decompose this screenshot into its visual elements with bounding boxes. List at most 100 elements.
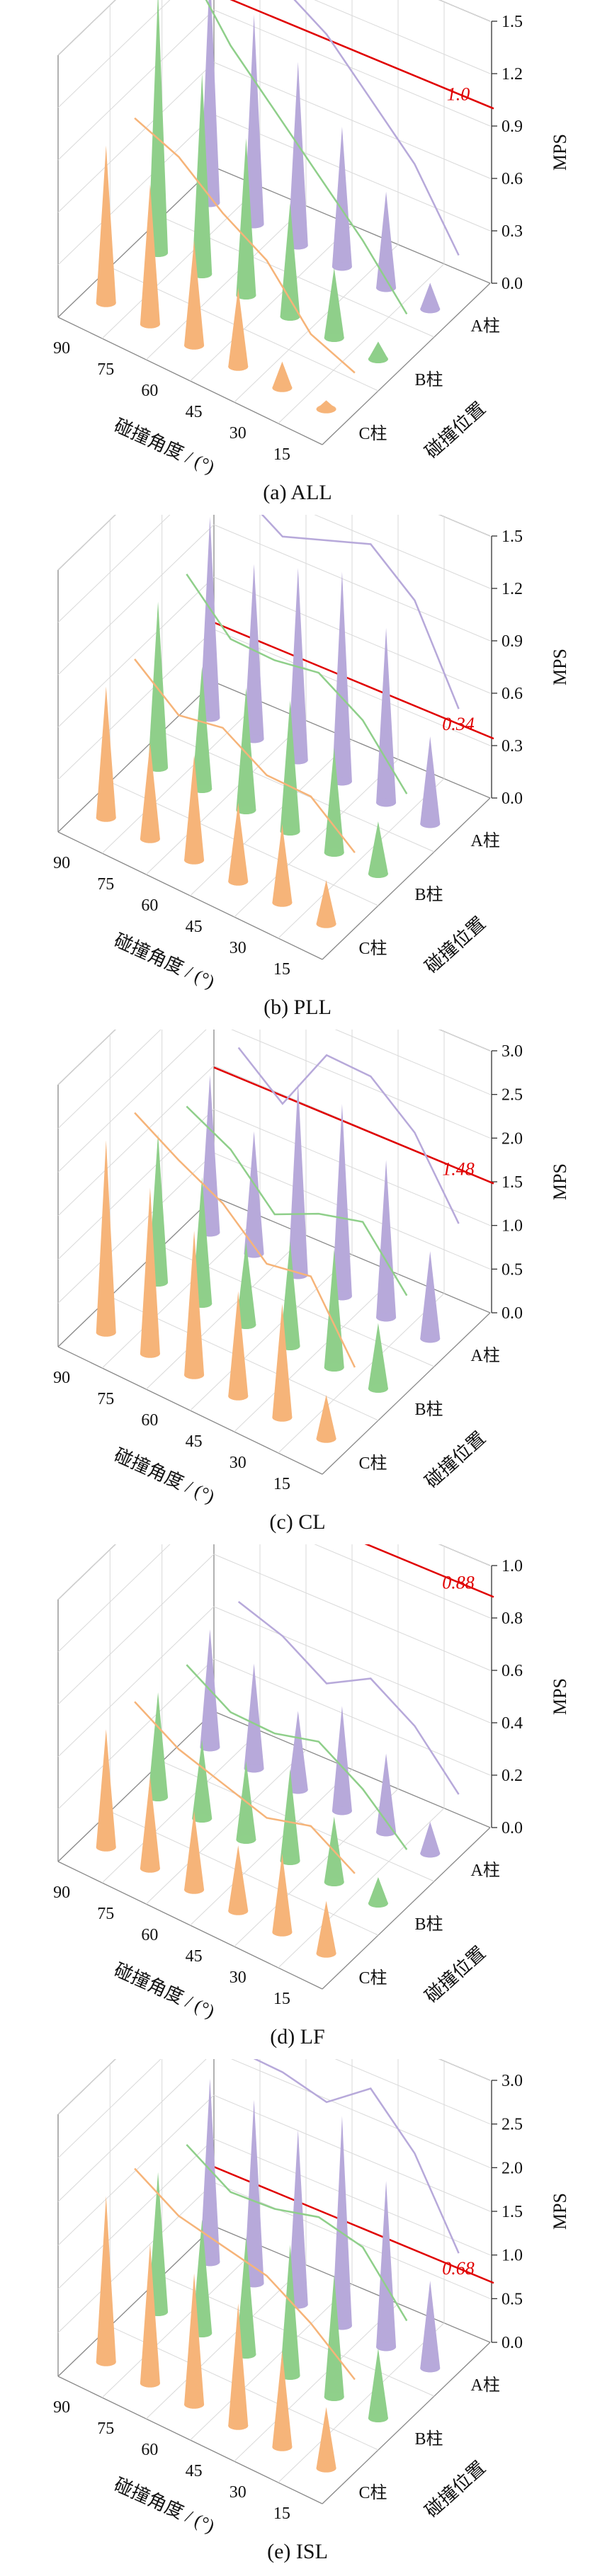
panel-caption: (d) LF xyxy=(270,2025,325,2048)
z-axis-label: MPS xyxy=(550,649,570,685)
cone-mark xyxy=(316,1395,336,1443)
cone-mark xyxy=(244,14,264,229)
cone-base xyxy=(368,355,388,363)
z-tick-label: 0.9 xyxy=(502,118,523,136)
cone-mark xyxy=(324,748,344,857)
x-tick-label: 90 xyxy=(53,854,70,872)
cone-base xyxy=(184,855,205,865)
panel-caption: (b) PLL xyxy=(264,996,332,1019)
floor-gridline xyxy=(278,1808,445,1968)
z-tick-label: 2.5 xyxy=(502,1086,523,1105)
cone-base xyxy=(420,1334,441,1343)
series-line-B xyxy=(186,574,408,794)
series-polyline xyxy=(237,1601,460,1795)
cone-mark xyxy=(184,240,205,350)
cone-base xyxy=(280,2371,300,2380)
cone-mark xyxy=(324,268,344,342)
cone-mark xyxy=(420,736,441,828)
z-tick-label: 0.0 xyxy=(502,790,523,808)
cone-mark xyxy=(236,688,256,814)
panel-caption: (e) ISL xyxy=(267,2540,328,2563)
cone-base xyxy=(332,262,352,271)
cone-mark xyxy=(376,1160,397,1322)
z-tick-label: 1.5 xyxy=(502,13,523,31)
side-wall-gridline xyxy=(57,2059,207,2202)
z-axis: 0.0 0.2 0.4 0.6 0.8 1.0 MPS xyxy=(491,1557,570,1837)
cone-base xyxy=(420,1849,441,1858)
x-axis-label: 碰撞角度 / (°) xyxy=(111,930,218,992)
side-wall-gridline xyxy=(57,1606,215,1757)
x-tick-label: 45 xyxy=(186,1947,203,1966)
series-cones-C xyxy=(96,686,336,928)
x-tick-label: 30 xyxy=(230,424,246,443)
side-wall-gridline xyxy=(57,1030,207,1173)
cone-mark xyxy=(280,1769,300,1865)
cone-base xyxy=(228,877,249,886)
threshold-label: 0.88 xyxy=(442,1572,475,1592)
x-tick-label: 15 xyxy=(273,1475,290,1493)
cone-base xyxy=(376,283,397,292)
cone-base xyxy=(368,870,388,878)
cone-mark xyxy=(140,743,160,843)
cone-base xyxy=(420,304,441,314)
cone-mark xyxy=(96,686,116,822)
cone-base xyxy=(272,383,293,392)
cone-mark xyxy=(288,1083,308,1280)
series-line-B xyxy=(186,2143,408,2322)
y-tick-label: A柱 xyxy=(471,317,500,336)
cone-mark xyxy=(288,62,308,250)
z-tick-label: 0.6 xyxy=(502,1662,523,1680)
cone-base xyxy=(140,1349,160,1358)
series-cones-C xyxy=(96,1729,336,1958)
x-axis: 90 75 60 45 30 15 碰撞角度 / (°) xyxy=(53,339,290,477)
y-tick-label: C柱 xyxy=(359,2483,387,2502)
floor-gridline xyxy=(162,1761,435,1882)
y-tick-label: B柱 xyxy=(415,2429,443,2449)
y-tick-label: A柱 xyxy=(471,2376,500,2395)
y-tick-label: A柱 xyxy=(471,1861,500,1880)
x-tick-label: 45 xyxy=(186,2462,203,2480)
x-tick-label: 60 xyxy=(141,896,158,915)
series-line-C xyxy=(134,2167,356,2381)
series-line-A xyxy=(293,0,460,256)
cone-mark xyxy=(316,880,336,928)
cone-mark xyxy=(420,1821,441,1858)
x-tick-label: 15 xyxy=(273,2504,290,2523)
x-tick-label: 75 xyxy=(97,2420,114,2438)
y-tick-label: B柱 xyxy=(415,1400,443,1419)
z-tick-label: 0.5 xyxy=(502,2290,523,2308)
y-tick-label: A柱 xyxy=(471,831,500,850)
series-line-A xyxy=(237,1047,460,1224)
z-tick-label: 0.0 xyxy=(502,275,523,293)
grid-lines xyxy=(57,1544,491,1968)
floor-gridline xyxy=(145,1235,307,1390)
z-tick-label: 1.0 xyxy=(502,2247,523,2265)
series-line-C xyxy=(134,659,356,853)
x-tick-label: 30 xyxy=(230,1968,246,1987)
floor-right-edge xyxy=(322,283,491,445)
cone-mark xyxy=(368,1323,388,1393)
cone-base xyxy=(324,848,344,857)
cone-base xyxy=(376,1828,397,1837)
series-cones-B xyxy=(148,601,388,878)
series-line-A xyxy=(261,515,460,709)
side-wall-gridline xyxy=(57,2059,162,2159)
z-tick-label: 0.3 xyxy=(502,737,523,756)
side-wall-gridline xyxy=(57,2182,215,2333)
floor-gridline xyxy=(101,1215,261,1369)
threshold-label: 1.48 xyxy=(442,1158,475,1179)
y-tick-label: C柱 xyxy=(359,939,387,958)
series-polyline xyxy=(205,0,408,315)
z-axis: 0.0 0.5 1.0 1.5 2.0 2.5 3.0 MPS xyxy=(491,2072,570,2352)
cone-base xyxy=(236,1835,256,1844)
x-tick-label: 60 xyxy=(141,1411,158,1430)
cone-base xyxy=(324,334,344,342)
series-polyline xyxy=(134,1112,356,1368)
chart-panel-4: 0.0 0.2 0.4 0.6 0.8 1.0 MPS 0.88 90 75 60 45 30 15 碰撞角… xyxy=(53,1544,570,2048)
cone-base xyxy=(228,362,249,371)
cone-mark xyxy=(316,1900,336,1958)
cone-base xyxy=(420,819,441,828)
threshold-label: 0.34 xyxy=(442,714,475,734)
cone-base xyxy=(228,2421,249,2430)
z-axis-label: MPS xyxy=(550,1163,570,1200)
